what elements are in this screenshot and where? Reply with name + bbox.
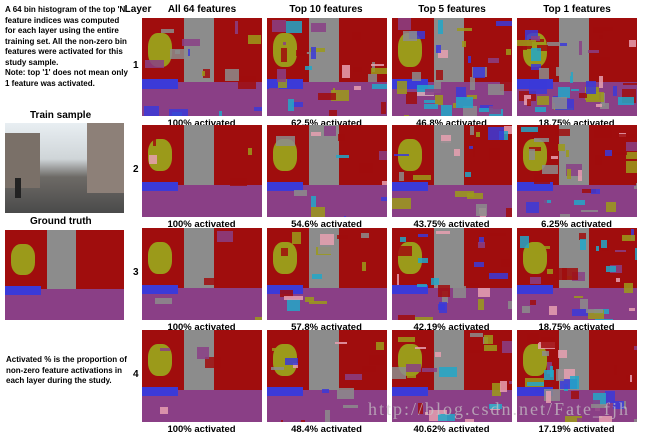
activation-map-image	[142, 18, 262, 116]
activation-percent-label: 100% activated	[167, 322, 236, 333]
histogram-note: A 64 bin histogram of the top 'N' featur…	[5, 5, 128, 67]
activation-percent-label: 18.75% activated	[538, 322, 615, 333]
layer-number: 1	[133, 60, 139, 71]
notes-panel: A 64 bin histogram of the top 'N' featur…	[5, 5, 129, 89]
train-sample-image	[5, 123, 124, 213]
column-header: Top 5 features	[418, 4, 486, 15]
ground-truth-label: Ground truth	[30, 216, 92, 227]
activation-map-image	[392, 125, 512, 217]
activation-percent-label: 40.62% activated	[413, 424, 490, 435]
train-sample-label: Train sample	[30, 110, 92, 121]
activation-percent-label: 46.8% activated	[416, 118, 487, 129]
activation-percent-label: 18.75% activated	[538, 118, 615, 129]
layer-number: 2	[133, 164, 139, 175]
activation-percent-label: 100% activated	[167, 118, 236, 129]
activation-percent-label: 42.19% activated	[413, 322, 490, 333]
layer-header: Layer	[124, 4, 152, 15]
activation-percent-label: 57.8% activated	[291, 322, 362, 333]
ground-truth-image	[5, 230, 124, 320]
activation-map-image	[392, 228, 512, 320]
activation-map-image	[392, 18, 512, 116]
activation-map-image	[267, 228, 387, 320]
column-header: Top 1 features	[543, 4, 611, 15]
top1-note: Note: top '1' does not mean only 1 featu…	[5, 68, 128, 88]
column-header: Top 10 features	[289, 4, 363, 15]
activation-percent-label: 62.5% activated	[291, 118, 362, 129]
activation-map-image	[267, 18, 387, 116]
watermark: http://blog.csdn.net/Fate_fjh	[368, 399, 630, 419]
activation-percent-label: 6.25% activated	[541, 219, 612, 230]
activation-map-image	[392, 330, 512, 422]
activation-percent-label: 17.19% activated	[538, 424, 615, 435]
activation-note: Activated % is the proportion of non-zer…	[6, 355, 127, 385]
activation-map-image	[142, 125, 262, 217]
activation-percent-label: 48.4% activated	[291, 424, 362, 435]
activation-percent-label: 100% activated	[167, 219, 236, 230]
activation-map-image	[517, 228, 637, 320]
activation-map-image	[517, 18, 637, 116]
activation-percent-label: 100% activated	[167, 424, 236, 435]
activation-percent-label: 54.6% activated	[291, 219, 362, 230]
activation-percent-label: 43.75% activated	[413, 219, 490, 230]
activation-map-image	[517, 330, 637, 422]
activation-map-image	[267, 125, 387, 217]
activation-map-image	[517, 125, 637, 217]
activation-map-image	[142, 330, 262, 422]
layer-number: 4	[133, 369, 139, 380]
column-header: All 64 features	[167, 4, 237, 15]
activation-map-image	[267, 330, 387, 422]
layer-number: 3	[133, 267, 139, 278]
activation-map-image	[142, 228, 262, 320]
